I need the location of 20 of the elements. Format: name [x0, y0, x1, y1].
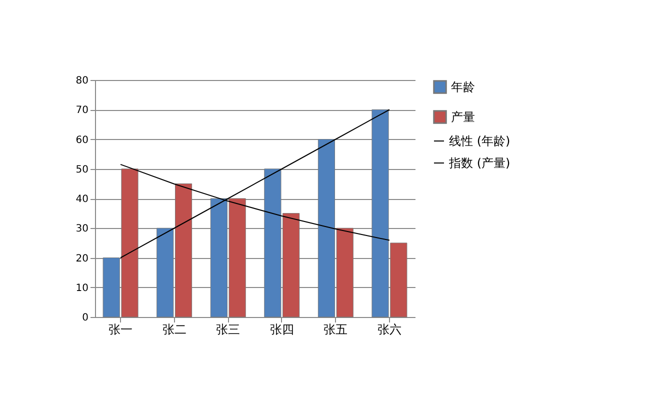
y-tick-label: 70: [76, 105, 88, 116]
legend-label: 产量: [451, 110, 475, 124]
y-tick-label: 60: [76, 134, 88, 146]
x-tick-label: 张五: [324, 322, 348, 336]
x-tick-label: 张六: [377, 322, 402, 336]
y-tick-label: 40: [76, 194, 88, 205]
legend-label: 年龄: [451, 80, 475, 94]
y-tick-label: 30: [76, 224, 88, 235]
x-tick-label: 张四: [270, 322, 294, 336]
y-tick-label: 80: [76, 76, 88, 86]
y-tick-label: 10: [76, 282, 88, 294]
x-tick-label: 张一: [108, 322, 133, 336]
line-series: [120, 109, 390, 258]
legend-label: 线性 (年龄): [449, 134, 510, 148]
x-tick-label: 张二: [162, 322, 186, 336]
y-tick-label: 20: [76, 253, 88, 264]
legend-label: 指数 (产量): [448, 156, 510, 170]
y-tick-label: 0: [82, 312, 88, 324]
x-tick-label: 张三: [216, 322, 240, 336]
y-tick-label: 50: [76, 164, 88, 176]
